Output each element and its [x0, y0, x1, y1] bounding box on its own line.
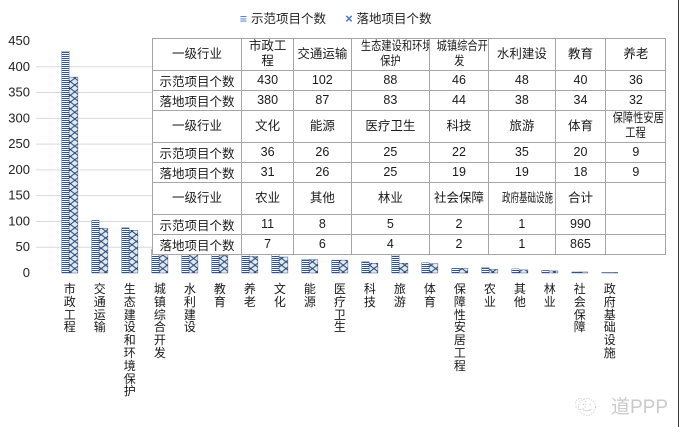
svg-text:300: 300	[8, 110, 30, 125]
svg-text:450: 450	[8, 33, 30, 48]
svg-text:0: 0	[23, 265, 30, 280]
svg-text:100: 100	[8, 213, 30, 228]
svg-text:250: 250	[8, 136, 30, 151]
svg-text:150: 150	[8, 188, 30, 203]
svg-text:50: 50	[16, 239, 30, 254]
svg-text:200: 200	[8, 162, 30, 177]
svg-text:350: 350	[8, 85, 30, 100]
svg-text:400: 400	[8, 59, 30, 74]
